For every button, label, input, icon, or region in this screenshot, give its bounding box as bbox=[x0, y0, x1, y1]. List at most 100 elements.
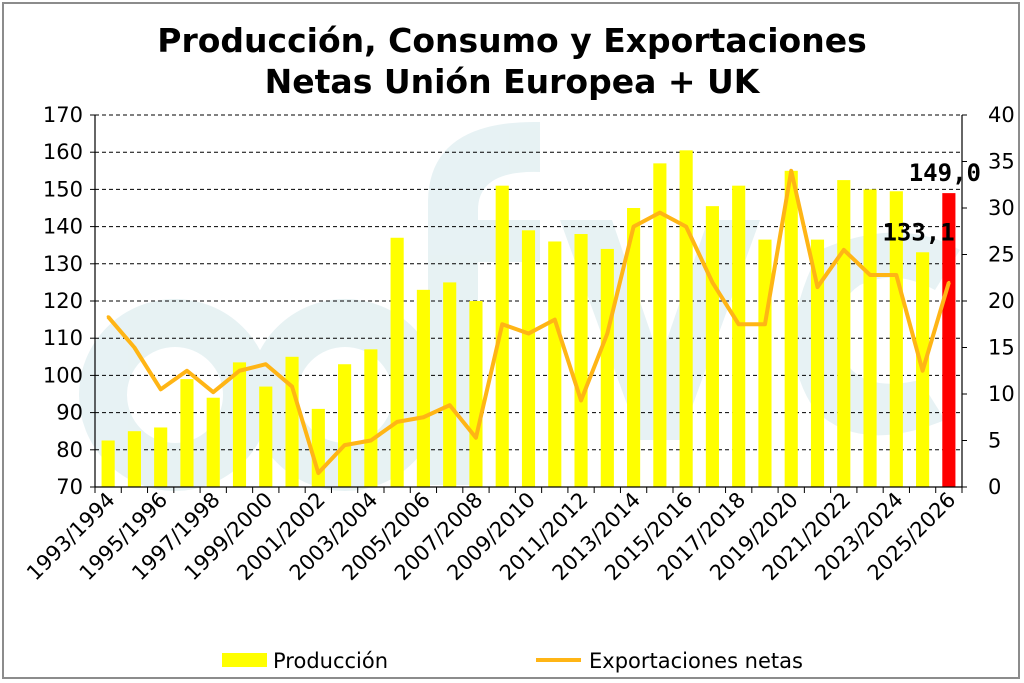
y-right-tick-label: 0 bbox=[988, 475, 1001, 499]
point-2006/2007 bbox=[448, 403, 452, 407]
bar-2004/2005 bbox=[390, 237, 404, 487]
bar-2007/2008 bbox=[469, 301, 483, 487]
point-2025/2026 bbox=[947, 280, 951, 284]
point-2015/2016 bbox=[684, 225, 688, 229]
y-right-tick-label: 10 bbox=[988, 382, 1015, 406]
bar-2006/2007 bbox=[443, 282, 457, 487]
y-left-tick-label: 110 bbox=[43, 326, 83, 350]
bar-2008/2009 bbox=[495, 185, 509, 487]
bar-1999/2000 bbox=[259, 386, 273, 487]
bar-2017/2018 bbox=[732, 185, 746, 487]
point-2007/2008 bbox=[474, 436, 478, 440]
point-1993/1994 bbox=[106, 315, 110, 319]
point-2001/2002 bbox=[316, 471, 320, 475]
point-2002/2003 bbox=[343, 443, 347, 447]
point-2012/2013 bbox=[605, 332, 609, 336]
point-2013/2014 bbox=[632, 225, 636, 229]
chart-title-line-1: Producción, Consumo y Exportaciones bbox=[157, 21, 867, 60]
bar-2020/2021 bbox=[810, 239, 825, 487]
legend-label-exportaciones: Exportaciones netas bbox=[589, 649, 803, 673]
legend-label-produccion: Producción bbox=[273, 649, 388, 673]
bar-2009/2010 bbox=[521, 230, 536, 487]
y-left-tick-label: 140 bbox=[43, 215, 83, 239]
y-left-tick-label: 80 bbox=[56, 438, 83, 462]
y-axis-right-ticks: 0 5 10 15 20 25 30 35 40 bbox=[962, 103, 1015, 499]
bar-1995/1996 bbox=[154, 427, 168, 487]
point-2010/2011 bbox=[553, 318, 557, 322]
point-2016/2017 bbox=[710, 280, 714, 284]
data-label-2024/2025: 133,1 bbox=[882, 218, 954, 246]
data-labels: 149,0 133,1 bbox=[882, 159, 981, 246]
chart-title: Producción, Consumo y Exportaciones Neta… bbox=[0, 20, 1024, 102]
point-2019/2020 bbox=[789, 169, 793, 173]
bar-2012/2013 bbox=[600, 248, 614, 487]
y-left-tick-label: 120 bbox=[43, 289, 83, 313]
point-2011/2012 bbox=[579, 399, 583, 403]
y-right-tick-label: 25 bbox=[988, 243, 1015, 267]
legend-swatch-produccion bbox=[222, 653, 267, 667]
bar-2023/2024 bbox=[889, 191, 903, 487]
point-1997/1998 bbox=[211, 390, 215, 394]
point-2008/2009 bbox=[500, 322, 504, 326]
point-2021/2022 bbox=[842, 248, 846, 252]
bar-2000/2001 bbox=[285, 356, 299, 487]
point-2018/2019 bbox=[763, 322, 767, 326]
bar-2011/2012 bbox=[574, 234, 588, 487]
bar-2018/2019 bbox=[758, 239, 772, 487]
y-left-tick-label: 70 bbox=[56, 475, 83, 499]
chart-title-line-2: Netas Unión Europea + UK bbox=[264, 62, 760, 101]
bar-2013/2014 bbox=[627, 208, 641, 487]
point-2005/2006 bbox=[421, 415, 425, 419]
bar-2022/2023 bbox=[863, 189, 877, 487]
y-right-tick-label: 30 bbox=[988, 196, 1015, 220]
y-left-tick-label: 150 bbox=[43, 177, 83, 201]
y-left-tick-label: 100 bbox=[43, 363, 83, 387]
y-right-tick-label: 35 bbox=[988, 150, 1015, 174]
bar-2002/2003 bbox=[338, 364, 352, 487]
point-2003/2004 bbox=[369, 439, 373, 442]
point-1996/1997 bbox=[185, 369, 189, 373]
bar-2025/2026 bbox=[942, 193, 956, 487]
point-2014/2015 bbox=[658, 211, 662, 215]
point-1994/1995 bbox=[132, 346, 136, 349]
y-left-tick-label: 170 bbox=[43, 103, 83, 127]
point-2023/2024 bbox=[894, 273, 898, 277]
axes bbox=[94, 115, 963, 493]
point-2022/2023 bbox=[868, 273, 872, 277]
point-2009/2010 bbox=[527, 332, 530, 336]
data-label-2025/2026: 149,0 bbox=[909, 159, 981, 187]
y-right-tick-label: 40 bbox=[988, 103, 1015, 127]
legend: Producción Exportaciones netas bbox=[222, 649, 803, 673]
y-left-tick-label: 130 bbox=[43, 252, 83, 276]
bar-2010/2011 bbox=[548, 241, 562, 487]
y-right-tick-label: 5 bbox=[988, 429, 1001, 453]
point-2024/2025 bbox=[921, 369, 925, 373]
point-2000/2001 bbox=[290, 385, 294, 389]
bar-2016/2017 bbox=[705, 206, 719, 487]
bar-2005/2006 bbox=[416, 289, 430, 487]
x-axis-ticks: 1993/19941995/19961997/19981999/20002001… bbox=[22, 488, 960, 586]
y-left-tick-label: 160 bbox=[43, 140, 83, 164]
y-right-tick-label: 15 bbox=[988, 336, 1015, 360]
bar-1997/1998 bbox=[206, 397, 220, 487]
line-exportaciones bbox=[106, 168, 951, 476]
y-left-tick-label: 90 bbox=[56, 401, 83, 425]
y-axis-left-ticks: 70 80 90 100 110 120 130 140 150 160 170 bbox=[43, 103, 95, 499]
bar-1994/1995 bbox=[127, 431, 141, 487]
point-2017/2018 bbox=[737, 322, 741, 326]
point-2004/2005 bbox=[395, 420, 399, 424]
bar-1993/1994 bbox=[101, 440, 115, 487]
bar-1996/1997 bbox=[180, 379, 194, 487]
bar-2014/2015 bbox=[653, 163, 667, 488]
point-1998/1999 bbox=[238, 369, 241, 373]
bars-produccion bbox=[101, 150, 956, 488]
bar-2019/2020 bbox=[784, 170, 798, 488]
bar-2015/2016 bbox=[679, 150, 693, 487]
y-right-tick-label: 20 bbox=[988, 289, 1015, 313]
point-1995/1996 bbox=[159, 387, 163, 391]
bar-2001/2002 bbox=[311, 408, 325, 487]
bar-1998/1999 bbox=[232, 362, 247, 487]
point-2020/2021 bbox=[816, 285, 819, 289]
point-1999/2000 bbox=[264, 362, 268, 366]
